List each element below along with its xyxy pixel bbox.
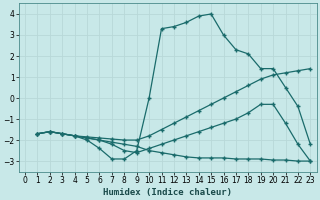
X-axis label: Humidex (Indice chaleur): Humidex (Indice chaleur): [103, 188, 232, 197]
